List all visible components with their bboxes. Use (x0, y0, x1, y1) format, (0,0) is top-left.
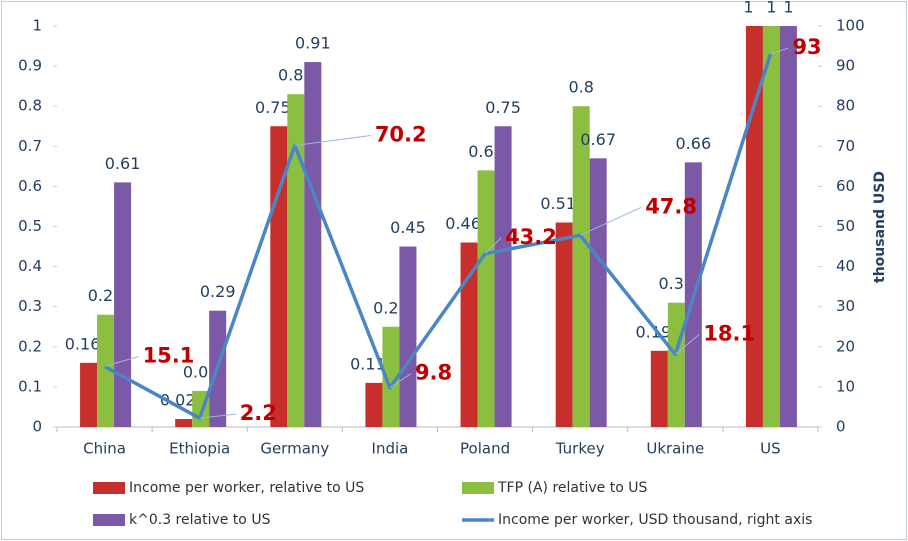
bar (762, 26, 780, 427)
bar (80, 362, 98, 427)
y-tick-label: 0.8 (18, 97, 42, 115)
bar (365, 382, 383, 427)
bar (460, 242, 478, 427)
bar-value-label: 0.8 (568, 78, 593, 97)
x-tick-label: Germany (260, 440, 329, 458)
bar (477, 170, 495, 428)
bar-value-label: 0.29 (200, 282, 236, 301)
leader-line (770, 47, 789, 55)
y2-tick-label: 10 (836, 377, 855, 395)
x-tick-label: Ukraine (646, 440, 704, 458)
bar (494, 126, 512, 427)
bar (114, 182, 132, 427)
leader-line (674, 334, 700, 355)
y2-tick-label: 60 (836, 177, 855, 195)
legend-label: k^0.3 relative to US (129, 512, 271, 528)
line-value-label: 15.1 (143, 343, 195, 367)
legend-label: Income per worker, USD thousand, right a… (498, 512, 812, 528)
line-series (103, 53, 773, 420)
bar (572, 106, 590, 427)
bar-value-label: 0.67 (580, 130, 616, 149)
y-tick-label: 0.4 (18, 257, 42, 275)
y2-tick-label: 70 (836, 137, 855, 155)
bar-value-label: 0.51 (540, 194, 576, 213)
bar-value-label: 1 (783, 0, 793, 17)
x-tick-label: Ethiopia (169, 440, 230, 458)
y-tick-label: 0.5 (18, 217, 42, 235)
y2-tick-label: 90 (836, 57, 855, 75)
bar (667, 302, 685, 427)
y2-axis-title: thousand USD (872, 171, 888, 283)
y-tick-label: 0 (32, 418, 42, 436)
bar (382, 326, 400, 427)
y-tick-label: 1 (32, 17, 42, 35)
bar-value-label: 0.02 (160, 390, 196, 409)
leader-line (579, 206, 642, 236)
bar (175, 418, 193, 427)
bar (97, 314, 115, 427)
leader-line (389, 373, 412, 389)
legend-swatch (93, 482, 125, 494)
bar-value-label: 0.45 (390, 218, 426, 237)
bar-value-label: 0.46 (445, 214, 481, 233)
legend-swatch (93, 514, 125, 526)
leader-line (104, 355, 139, 367)
y-tick-label: 0.9 (18, 57, 42, 75)
bar (399, 246, 417, 427)
bar-value-label: 0.16 (65, 334, 101, 353)
x-tick-label: Poland (460, 440, 510, 458)
y-tick-label: 0.1 (18, 377, 42, 395)
legend-swatch (462, 482, 494, 494)
y2-tick-label: 30 (836, 297, 855, 315)
y2-tick-label: 80 (836, 97, 855, 115)
y2-tick-label: 0 (836, 418, 846, 436)
bar-value-label: 0.66 (676, 134, 712, 153)
y-tick-label: 0.2 (18, 337, 42, 355)
line-value-label: 70.2 (375, 122, 427, 146)
leader-line (199, 413, 236, 419)
legend-label: TFP (A) relative to US (497, 480, 647, 496)
leader-line (484, 237, 502, 255)
bar-value-label: 0.75 (485, 98, 521, 117)
bar-value-label: 0.75 (255, 98, 291, 117)
leader-line (294, 135, 371, 146)
legend-label: Income per worker, relative to US (129, 480, 364, 496)
y-tick-label: 0.3 (18, 297, 42, 315)
line-value-label: 2.2 (240, 401, 277, 425)
bar (650, 350, 668, 427)
bar (589, 158, 607, 427)
y2-tick-label: 20 (836, 337, 855, 355)
bar-value-label: 1 (766, 0, 776, 17)
y-tick-label: 0.7 (18, 137, 42, 155)
bar (779, 26, 797, 427)
line-value-label: 9.8 (415, 361, 452, 385)
bar (745, 26, 763, 427)
bar-value-label: 0.91 (295, 34, 331, 53)
y-tick-label: 0.6 (18, 177, 42, 195)
bar-value-label: 0.61 (105, 154, 141, 173)
y2-tick-label: 100 (836, 17, 865, 35)
y2-tick-label: 50 (836, 217, 855, 235)
line-value-label: 18.1 (703, 321, 755, 345)
y2-tick-label: 40 (836, 257, 855, 275)
x-tick-label: Turkey (555, 440, 605, 458)
x-tick-label: US (760, 440, 781, 458)
x-tick-label: India (372, 440, 409, 458)
bar (555, 222, 573, 427)
bar (287, 94, 305, 428)
line-value-label: 93 (792, 35, 821, 59)
bar-value-label: 1 (743, 0, 753, 17)
bar (304, 62, 322, 428)
line-value-label: 47.8 (645, 194, 697, 218)
x-tick-label: China (83, 440, 126, 458)
line-value-label: 43.2 (505, 225, 557, 249)
